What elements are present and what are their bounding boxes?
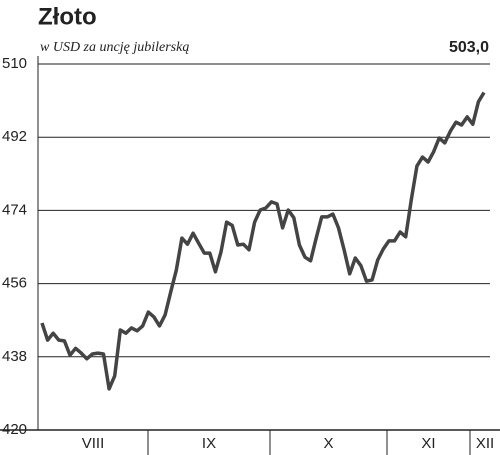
chart-title: Złoto bbox=[38, 3, 97, 30]
x-tick-label: IX bbox=[202, 435, 216, 452]
x-tick-label: XII bbox=[476, 435, 494, 452]
price-line bbox=[40, 91, 486, 391]
x-tick-label: VIII bbox=[82, 435, 105, 452]
chart-subtitle: w USD za uncję jubilerską bbox=[40, 40, 189, 55]
y-tick-label: 456 bbox=[2, 275, 27, 292]
y-tick-label: 492 bbox=[2, 128, 27, 145]
y-tick-label: 438 bbox=[2, 348, 27, 365]
y-tick-label: 420 bbox=[2, 421, 27, 438]
x-tick-label: XI bbox=[421, 435, 435, 452]
last-value-label: 503,0 bbox=[449, 39, 489, 56]
y-tick-label: 510 bbox=[2, 55, 27, 72]
x-tick-label: X bbox=[323, 435, 333, 452]
y-tick-label: 474 bbox=[2, 201, 27, 218]
